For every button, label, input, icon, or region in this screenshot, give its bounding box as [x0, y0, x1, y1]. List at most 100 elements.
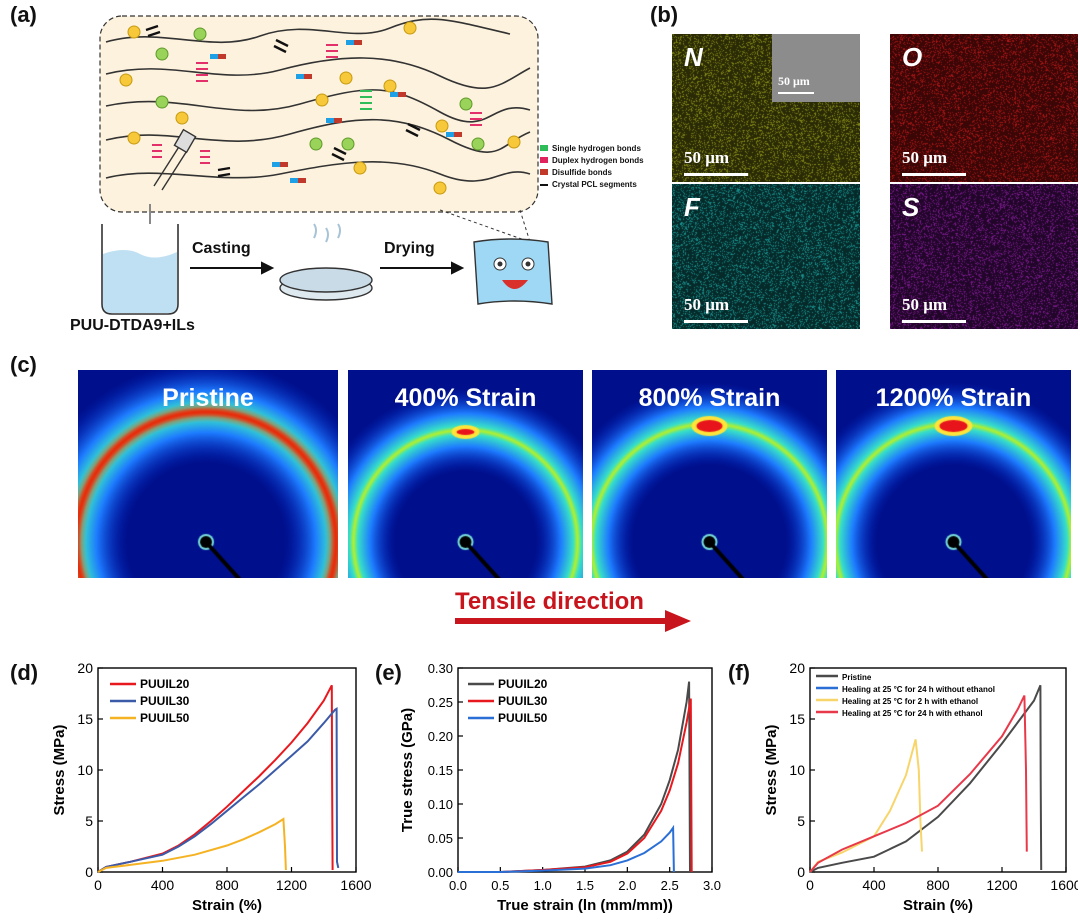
eds-map-o: O 50 μm	[890, 34, 1078, 182]
saxs-400: 400% Strain	[348, 370, 583, 578]
y-axis-label: Stress (MPa)	[51, 725, 68, 816]
single-hbond-icons	[360, 90, 372, 110]
saxs-title-800: 800% Strain	[638, 384, 781, 412]
x-tick-label: 1600	[1050, 877, 1078, 893]
scale-label-n: 50 μm	[684, 148, 730, 167]
sem-inset: 50 μm	[772, 34, 860, 102]
chart-e: 0.0 0.5 1.0 1.5 2.0 2.5 3.0 0.00 0.05 0.10 0.15 0.2…	[399, 661, 721, 914]
y-tick-label: 0.30	[428, 661, 453, 676]
scale-label-s: 50 μm	[902, 295, 948, 314]
y-tick-label: 15	[789, 711, 805, 727]
legend-label: PUUIL30	[140, 694, 190, 708]
scale-bar-n	[684, 173, 748, 176]
y-tick-label: 5	[85, 813, 93, 829]
y-tick-label: 0	[85, 864, 93, 880]
drying-label: Drying	[384, 240, 435, 257]
x-axis-label: True strain (ln (mm/mm))	[497, 897, 673, 914]
x-tick-label: 0.5	[491, 878, 509, 893]
x-tick-label: 400	[151, 877, 175, 893]
x-tick-label: 0	[94, 877, 102, 893]
beaker-icon	[101, 204, 179, 315]
inset-scale-label: 50 μm	[778, 74, 810, 88]
saxs-pristine: Pristine	[78, 370, 338, 578]
disulfide-bond-icons	[210, 40, 462, 183]
legend-label: PUUIL30	[498, 694, 548, 708]
inset-scale-bar	[778, 92, 814, 94]
element-label-n: N	[684, 42, 703, 72]
x-tick-label: 2.5	[661, 878, 679, 893]
x-tick-label: 0.0	[449, 878, 467, 893]
petri-dish-icon	[279, 223, 373, 301]
legend-label: PUUIL50	[498, 711, 548, 725]
cutting-tool-icon	[153, 128, 197, 191]
series-line-3	[458, 824, 675, 873]
solution-label: PUU-DTDA9+ILs	[70, 317, 195, 334]
legend-label: Healing at 25 °C for 24 h without ethano…	[842, 685, 995, 694]
y-tick-label: 0.10	[428, 797, 453, 812]
x-axis-label: Strain (%)	[903, 897, 973, 914]
crystal-segment-icons	[145, 24, 421, 178]
y-tick-label: 0.25	[428, 695, 453, 710]
legend-crystal-pcl: Crystal PCL segments	[540, 180, 637, 189]
x-tick-label: 1200	[276, 877, 307, 893]
y-tick-label: 0	[797, 864, 805, 880]
series-line-1	[458, 681, 691, 873]
x-axis-label: Strain (%)	[192, 897, 262, 914]
element-label-o: O	[902, 42, 923, 72]
eds-map-f: F 50 μm	[672, 184, 860, 329]
element-label-f: F	[684, 192, 700, 222]
legend-label: PUUIL20	[140, 677, 190, 691]
saxs-title-pristine: Pristine	[162, 384, 254, 412]
y-tick-label: 0.05	[428, 831, 453, 846]
scale-bar-f	[684, 320, 748, 323]
element-label-s: S	[902, 192, 920, 222]
duplex-hbond-icons	[152, 44, 482, 164]
y-tick-label: 0.00	[428, 865, 453, 880]
x-tick-label: 800	[926, 877, 950, 893]
panel-e-label: (e)	[375, 660, 402, 685]
x-tick-label: 400	[862, 877, 886, 893]
x-tick-label: 0	[806, 877, 814, 893]
series-line-1	[809, 684, 1043, 873]
zoom-connector-2	[439, 209, 531, 243]
legend-label: PUUIL50	[140, 711, 190, 725]
process-arrows	[190, 261, 465, 275]
legend-label: Healing at 25 °C for 2 h with ethanol	[842, 697, 978, 706]
cation-icons	[119, 21, 521, 195]
y-tick-label: 5	[797, 813, 805, 829]
series-line-2	[458, 698, 693, 873]
smiling-film-icon	[473, 238, 553, 305]
legend-single-hbond: Single hydrogen bonds	[540, 144, 641, 153]
y-tick-label: 20	[789, 660, 805, 676]
saxs-title-400: 400% Strain	[394, 384, 537, 412]
anion-icons	[155, 27, 485, 151]
y-tick-label: 15	[77, 711, 93, 727]
saxs-800: 800% Strain	[592, 370, 827, 578]
casting-label: Casting	[192, 240, 251, 257]
eds-map-n: 50 μm N 50 μm	[672, 34, 860, 182]
y-tick-label: 0.15	[428, 763, 453, 778]
x-tick-label: 1200	[986, 877, 1017, 893]
saxs-1200: 1200% Strain	[836, 370, 1071, 578]
scale-label-o: 50 μm	[902, 148, 948, 167]
tensile-direction-arrow	[455, 610, 691, 632]
y-axis-label: Stress (MPa)	[763, 725, 780, 816]
schematic-diagram	[99, 15, 553, 315]
y-tick-label: 20	[77, 660, 93, 676]
y-tick-label: 10	[789, 762, 805, 778]
scale-label-f: 50 μm	[684, 295, 730, 314]
tensile-direction-label: Tensile direction	[455, 588, 644, 615]
series-line-1	[97, 684, 334, 873]
eds-map-s: S 50 μm	[890, 184, 1078, 329]
chart-d: 0 400 800 1200 1600 0 5 10 15 20 Strain (%) Stress …	[51, 660, 372, 914]
legend-duplex-hbond: Duplex hydrogen bonds	[540, 156, 644, 165]
panel-d-label: (d)	[10, 660, 39, 685]
saxs-title-1200: 1200% Strain	[875, 384, 1032, 412]
y-tick-label: 0.20	[428, 729, 453, 744]
panel-c-label: (c)	[10, 352, 37, 377]
zoom-connector	[519, 209, 531, 243]
panel-b-label: (b)	[650, 2, 679, 27]
plot-frame	[97, 667, 357, 873]
series-line-4	[809, 695, 1028, 873]
x-tick-label: 1.5	[576, 878, 594, 893]
